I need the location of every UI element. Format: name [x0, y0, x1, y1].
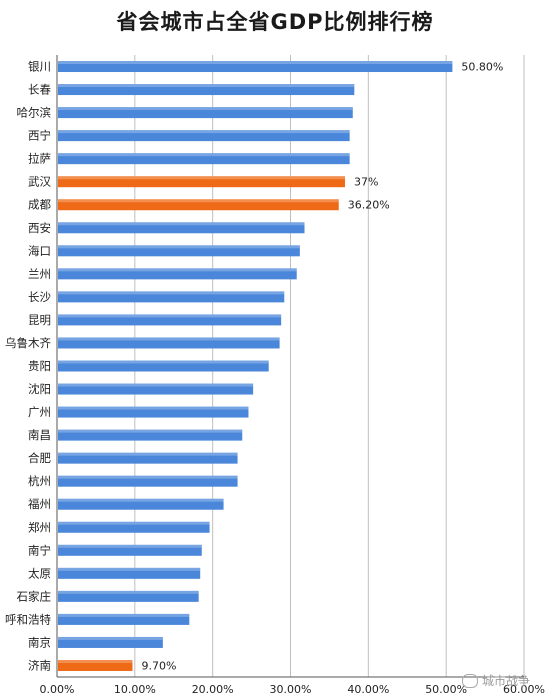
category-label: 武汉 — [28, 175, 51, 189]
watermark-text: 城市战争 — [482, 674, 531, 688]
bar-shine — [58, 245, 300, 249]
category-label: 福州 — [28, 497, 51, 511]
data-label: 9.70% — [141, 659, 176, 672]
bar-shine — [58, 567, 201, 571]
category-label: 南昌 — [28, 428, 51, 442]
bar-shine — [58, 268, 297, 272]
category-label: 石家庄 — [17, 589, 52, 603]
bar-shine — [58, 130, 350, 134]
bar-shine — [58, 498, 224, 502]
bar-shine — [58, 291, 285, 295]
watermark: 城市战争 — [462, 672, 530, 689]
bar-shine — [58, 590, 199, 594]
bar — [58, 659, 133, 671]
bar — [58, 613, 190, 625]
bar-shine — [58, 383, 254, 387]
bar — [58, 544, 202, 556]
bar-shine — [58, 613, 190, 617]
data-label: 50.80% — [461, 61, 503, 74]
x-tick-label: 10.00% — [114, 683, 156, 696]
category-label: 拉萨 — [28, 152, 51, 166]
bar — [58, 337, 280, 349]
category-label: 银川 — [28, 60, 51, 74]
chart-title: 省会城市占全省GDP比例排行榜 — [116, 10, 434, 34]
data-label: 37% — [354, 176, 378, 189]
bar-shine — [58, 84, 355, 88]
category-label: 太原 — [28, 566, 51, 580]
bar — [58, 107, 353, 119]
bar-shine — [58, 544, 202, 548]
category-label: 杭州 — [28, 474, 51, 488]
bar-shine — [58, 521, 210, 525]
bar — [58, 268, 297, 280]
category-label: 郑州 — [28, 520, 51, 534]
bar — [58, 176, 345, 188]
bar — [58, 84, 355, 96]
data-label: 36.20% — [348, 199, 390, 212]
bar — [58, 567, 201, 579]
bar-shine — [58, 176, 345, 180]
category-label: 西宁 — [28, 129, 51, 143]
bar — [58, 130, 350, 142]
chat-bubble-icon — [462, 673, 478, 688]
bar — [58, 498, 224, 510]
bar-shine — [58, 360, 269, 364]
bar — [58, 590, 199, 602]
bar — [58, 222, 305, 234]
bar — [58, 199, 339, 211]
category-label: 西安 — [28, 221, 51, 235]
category-label: 乌鲁木齐 — [5, 336, 51, 350]
category-label: 昆明 — [28, 313, 51, 327]
category-label: 成都 — [28, 198, 51, 212]
x-tick-label: 40.00% — [347, 683, 389, 696]
bar — [58, 153, 350, 165]
bar-shine — [58, 337, 280, 341]
category-label: 南京 — [28, 635, 51, 649]
category-label: 贵阳 — [28, 359, 51, 373]
x-tick-label: 60.00% — [503, 683, 545, 696]
category-label: 海口 — [28, 244, 51, 258]
bar-shine — [58, 659, 133, 663]
bar-shine — [58, 107, 353, 111]
bar-shine — [58, 314, 282, 318]
x-tick-label: 50.00% — [425, 683, 467, 696]
bar — [58, 61, 453, 73]
bar — [58, 360, 269, 372]
bar — [58, 475, 238, 487]
bar — [58, 429, 243, 441]
category-label: 南宁 — [28, 543, 51, 557]
bar — [58, 521, 210, 533]
category-label: 长沙 — [28, 290, 51, 304]
bar-shine — [58, 406, 249, 410]
category-label: 合肥 — [28, 451, 51, 465]
category-label: 广州 — [28, 405, 51, 419]
bar-shine — [58, 452, 238, 456]
bar — [58, 383, 254, 395]
category-label: 沈阳 — [28, 382, 51, 396]
bar — [58, 314, 282, 326]
bar-shine — [58, 61, 453, 65]
bar-shine — [58, 636, 163, 640]
bar — [58, 245, 300, 257]
bar — [58, 636, 163, 648]
category-label: 呼和浩特 — [5, 612, 51, 626]
x-tick-label: 20.00% — [192, 683, 234, 696]
bar-shine — [58, 475, 238, 479]
bar — [58, 291, 285, 303]
category-label: 长春 — [28, 83, 51, 97]
x-tick-label: 30.00% — [270, 683, 312, 696]
x-tick-label: 0.00% — [40, 683, 75, 696]
category-label: 济南 — [28, 658, 51, 672]
bar-shine — [58, 429, 243, 433]
category-label: 哈尔滨 — [17, 106, 52, 120]
category-label: 兰州 — [28, 267, 51, 281]
bar-shine — [58, 222, 305, 226]
bar — [58, 406, 249, 418]
bar-shine — [58, 153, 350, 157]
bar — [58, 452, 238, 464]
bar-shine — [58, 199, 339, 203]
